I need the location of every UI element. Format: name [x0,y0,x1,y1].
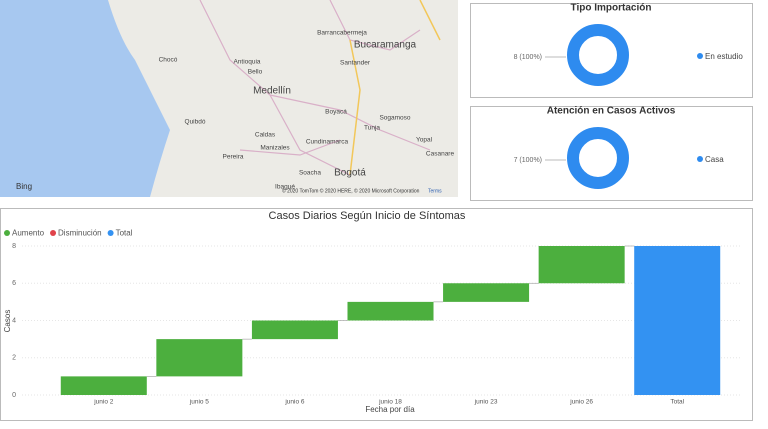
map-label: Sogamoso [379,115,410,122]
bar [634,246,721,395]
map-label: Medellín [253,86,291,97]
map-label: Chocó [159,57,178,64]
map-label: Boyacá [325,109,347,116]
map-label: Caldas [255,132,276,139]
map-label: Bucaramanga [354,40,417,51]
legend-label: Aumento [12,229,45,238]
y-axis-label: Casos [3,310,12,333]
y-tick-label: 2 [12,355,16,362]
map-label: Manizales [260,145,290,152]
map-label: Tunja [364,125,380,132]
y-tick-label: 6 [12,280,16,287]
chart-title: Casos Diarios Según Inicio de Síntomas [269,210,466,222]
map-sea [0,0,170,197]
map-label: Bogotá [334,168,366,179]
y-tick-label: 4 [12,317,16,324]
map-label: Antioquia [233,59,260,66]
map-terms[interactable]: Terms [428,188,442,194]
x-tick-label: Total [670,399,684,406]
map-label: Barrancabermeja [317,30,367,37]
x-tick-label: junio 23 [474,399,498,406]
map-label: Pereira [223,154,244,161]
panel [470,3,753,98]
donut-ring [567,24,629,86]
legend-dot [4,230,10,236]
y-tick-label: 8 [12,243,16,250]
chart-title: Atención en Casos Activos [547,106,676,117]
x-tick-label: junio 5 [189,399,210,406]
bar [538,246,625,284]
bar [347,301,434,321]
map-credits: © 2020 TomTom © 2020 HERE, © 2020 Micros… [282,187,420,194]
map-label: Cundinamarca [306,139,349,146]
map-roads [199,0,431,176]
map-label: Santander [340,60,371,67]
x-tick-label: junio 18 [378,399,402,406]
panel [470,106,753,201]
x-tick-label: junio 2 [93,399,114,406]
legend-dot [50,230,57,236]
data-label: 8 (100%) [514,54,542,61]
bar [251,320,338,340]
legend-dot [107,230,114,236]
legend-label: En estudio [705,52,743,61]
chart-title: Tipo Importación [571,3,652,14]
map-label: Quibdó [185,119,206,126]
donut-ring [567,127,629,189]
x-tick-label: junio 26 [569,399,593,406]
legend-dot [697,53,703,59]
map-label: Bello [248,69,263,76]
x-axis-label: Fecha por día [365,405,415,414]
x-tick-label: junio 6 [284,399,305,406]
map-highways [349,0,441,176]
bar [443,283,530,302]
bar [60,376,147,395]
legend-label: Casa [705,155,724,164]
data-label: 7 (100%) [514,157,542,164]
legend-label: Disminución [58,229,102,238]
y-tick-label: 0 [12,392,16,399]
map-label: Casanare [426,151,455,158]
legend-dot [697,156,703,162]
bar [156,339,243,377]
map-label: Ibagué [275,184,295,191]
legend-label: Total [116,229,133,238]
map-label: Soacha [299,170,321,177]
map-label: Yopal [416,137,433,144]
map-brand: Bing [16,182,32,191]
